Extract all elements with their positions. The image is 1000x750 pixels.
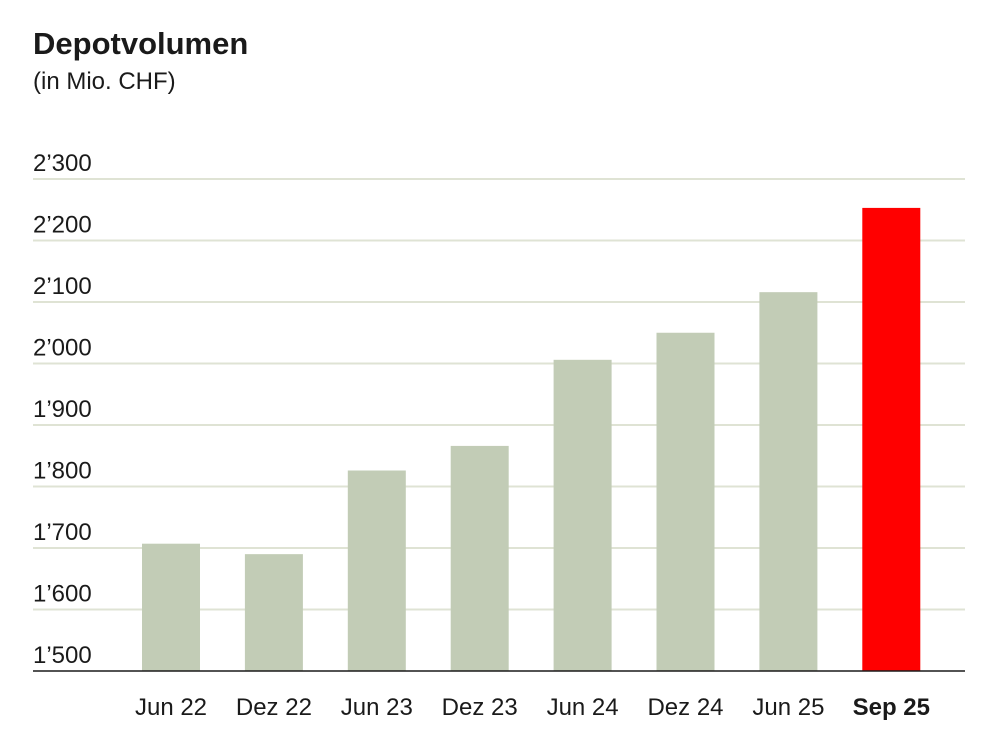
bar-sep-25 [862,207,921,671]
x-tick-label: Sep 25 [853,694,930,721]
bar-dez-24 [656,332,715,671]
y-tick-label: 1’900 [33,396,92,423]
chart-subtitle: (in Mio. CHF) [33,68,176,95]
y-tick-label: 1’700 [33,519,92,546]
bar-jun-25 [759,292,818,671]
y-tick-label: 1’800 [33,458,92,485]
x-tick-label: Jun 23 [341,694,413,721]
bar-jun-22 [142,543,200,671]
y-tick-label: 2’300 [33,150,92,177]
y-tick-label: 1’600 [33,581,92,608]
x-axis-tick-labels: Jun 22 Dez 22 Jun 23 Dez 23 Jun 24 Dez 24 Jun … [135,694,930,721]
bar-jun-24 [553,359,612,671]
x-tick-label: Jun 24 [547,694,619,721]
x-tick-label: Dez 22 [236,694,312,721]
chart-title: Depotvolumen [33,26,249,61]
x-tick-label: Jun 25 [752,694,824,721]
y-axis-tick-labels: 1’500 1’600 1’700 1’800 1’900 2’000 2’100 2’200… [33,150,92,669]
x-tick-label: Jun 22 [135,694,207,721]
y-tick-label: 1’500 [33,642,92,669]
x-tick-label: Dez 23 [442,694,518,721]
x-tick-label: Dez 24 [647,694,723,721]
y-tick-label: 2’200 [33,212,92,239]
bars [142,207,921,671]
y-tick-label: 2’000 [33,335,92,362]
bar-dez-22 [244,554,303,671]
bar-jun-23 [347,470,406,671]
y-tick-label: 2’100 [33,273,92,300]
bar-dez-23 [450,445,509,671]
